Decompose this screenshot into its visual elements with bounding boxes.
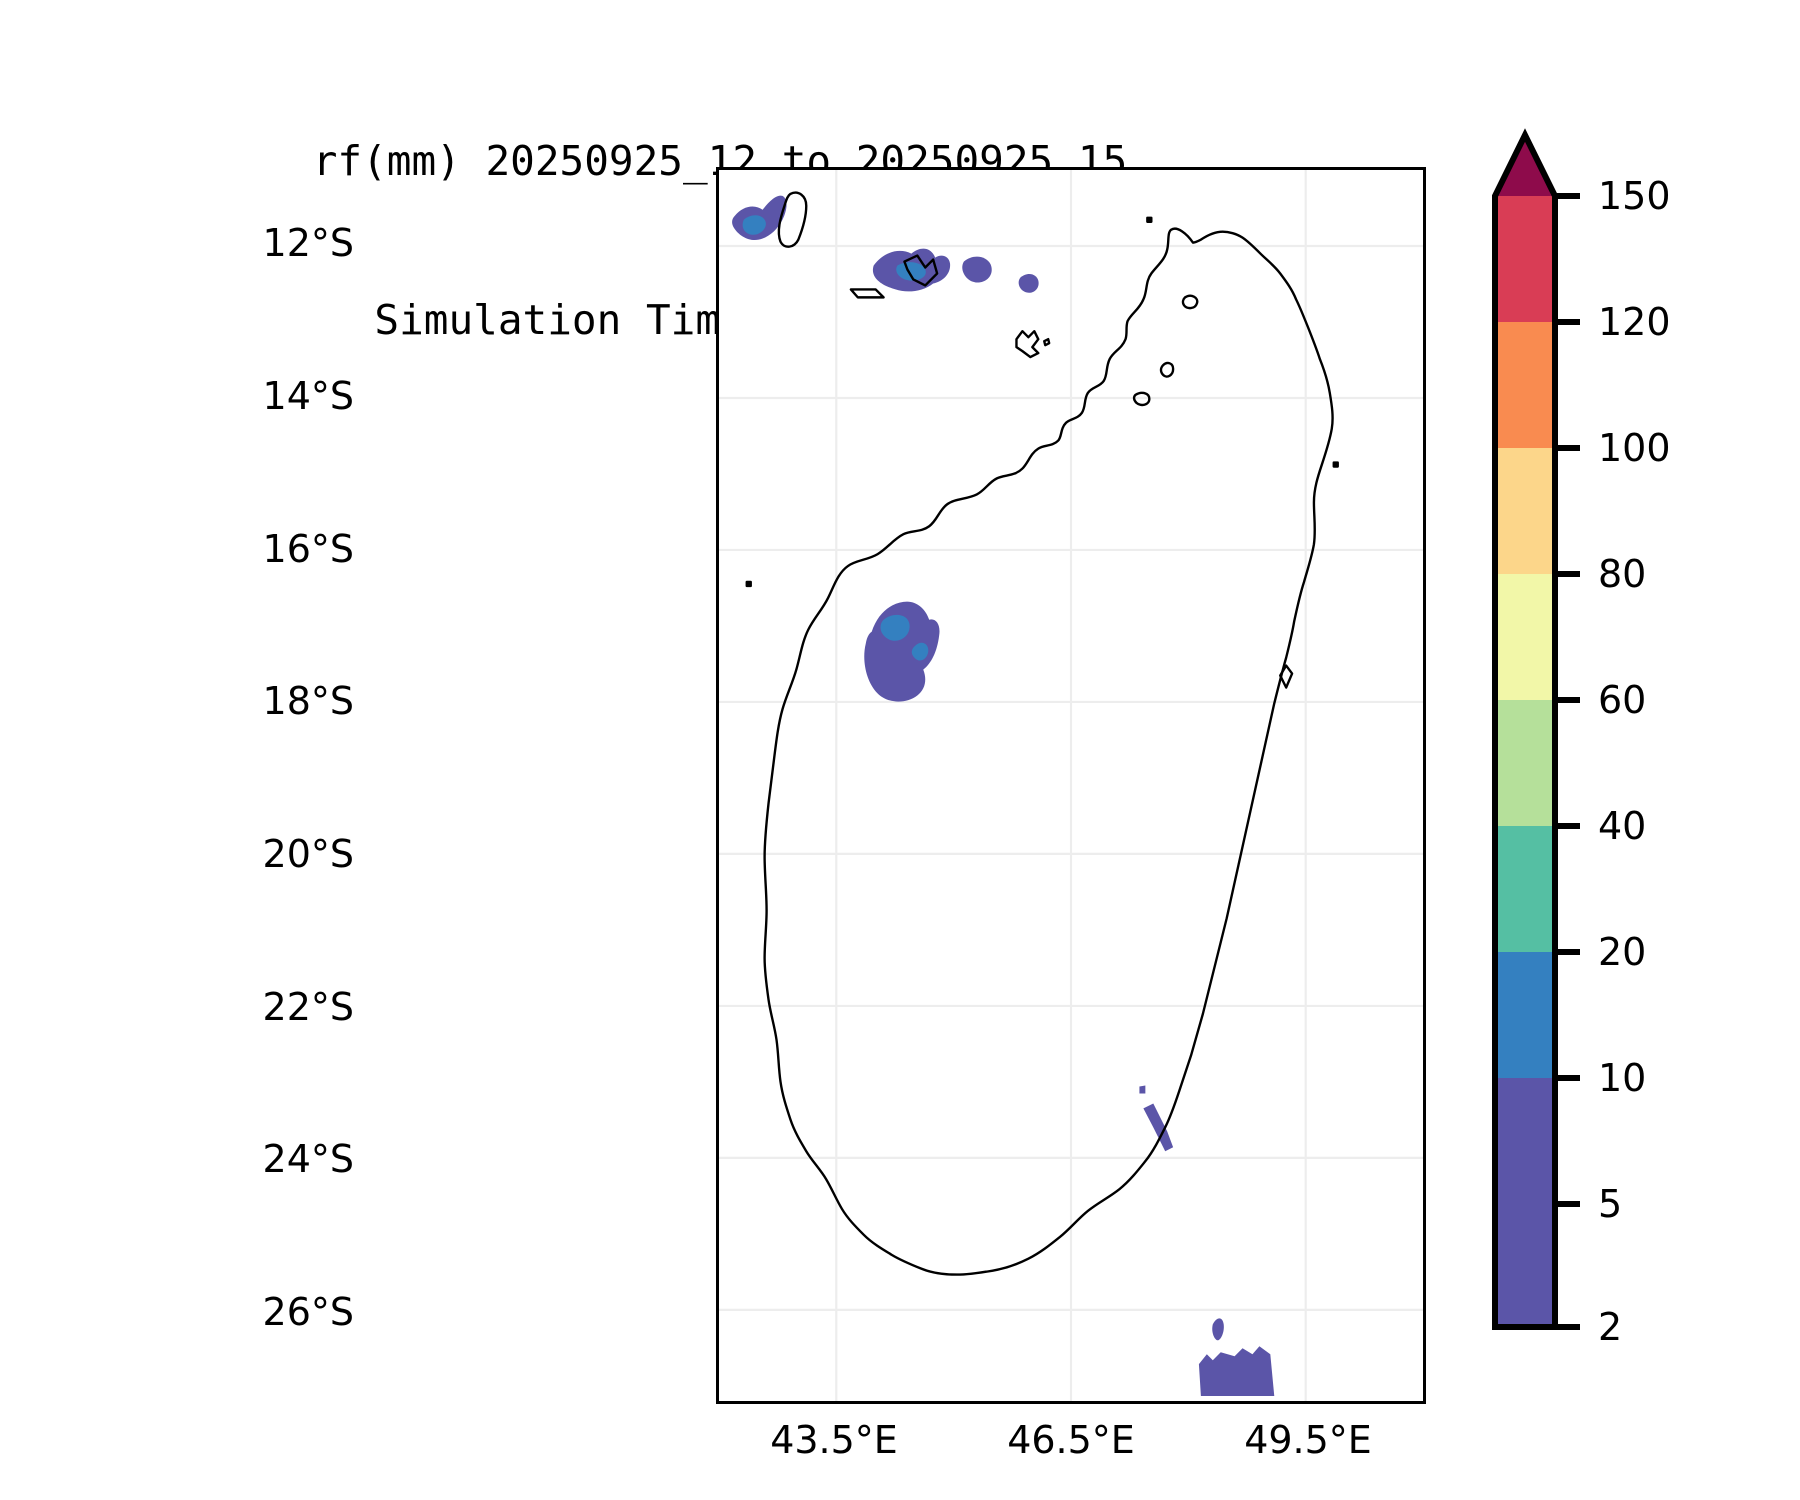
cb-band-80-100 (1492, 448, 1558, 574)
cb-tick-label-120: 120 (1598, 300, 1671, 344)
cb-tick-label-10: 10 (1598, 1056, 1647, 1100)
cb-tick-label-150: 150 (1598, 174, 1671, 218)
map-axes (716, 167, 1426, 1404)
xtick-label-46-5e: 46.5°E (1007, 1418, 1135, 1462)
ytick-label-22s: 22°S (262, 985, 354, 1029)
ytick-label-14s: 14°S (262, 374, 354, 418)
island-outline-anjouan (903, 254, 939, 287)
cb-tick-label-2: 2 (1598, 1305, 1623, 1349)
ytick-label-20s: 20°S (262, 832, 354, 876)
cb-band-40-60 (1492, 700, 1558, 826)
cb-band-5-10 (1492, 1078, 1558, 1204)
cb-band-120-150 (1492, 196, 1558, 322)
colorbar-ticks (1555, 193, 1580, 1330)
rainfall-patches (732, 195, 1275, 1397)
cb-band-60-80 (1492, 574, 1558, 700)
islet-sainte-marie (1279, 664, 1294, 689)
colorbar (1492, 128, 1580, 1402)
rain-patch-southeast-coast-tip (1139, 1085, 1146, 1094)
rain-patch-central-highlands-core-a (880, 614, 910, 641)
xtick-label-49-5e: 49.5°E (1244, 1418, 1372, 1462)
map-canvas (719, 170, 1423, 1401)
rain-patch-comoros-anjouan (962, 256, 992, 283)
island-outline-mayotte-dot (1043, 337, 1051, 347)
cb-tick-label-60: 60 (1598, 678, 1647, 722)
ytick-label-26s: 26°S (262, 1290, 354, 1334)
ytick-label-18s: 18°S (262, 679, 354, 723)
colorbar-outline (1492, 128, 1558, 1330)
colorbar-bands (1492, 196, 1558, 1330)
colorbar-canvas (1492, 128, 1580, 1330)
island-outline-mayotte (1015, 330, 1040, 359)
islet-nosy-be (1159, 361, 1175, 378)
rain-patch-south-edge (1198, 1346, 1275, 1397)
cb-band-20-40 (1492, 826, 1558, 952)
map-speck-east (1332, 461, 1339, 468)
map-speck-west (745, 580, 752, 588)
cb-tick-label-5: 5 (1598, 1182, 1623, 1226)
cb-band-10-20 (1492, 952, 1558, 1078)
ytick-label-24s: 24°S (262, 1137, 354, 1181)
coastlines (745, 191, 1339, 1276)
islet-bay-detail (1132, 391, 1151, 407)
rain-patch-central-highlands-core-b (911, 642, 929, 661)
cb-tick-label-40: 40 (1598, 804, 1647, 848)
cb-tick-label-20: 20 (1598, 930, 1647, 974)
rain-patch-comoros-moheli-core (896, 262, 926, 281)
rain-patch-south-edge-spike (1212, 1318, 1224, 1341)
ytick-label-12s: 12°S (262, 221, 354, 265)
cb-tick-label-100: 100 (1598, 426, 1671, 470)
map-gridlines (719, 170, 1423, 1401)
madagascar-coastline (763, 227, 1334, 1276)
cb-extend-arrow-max (1492, 134, 1558, 196)
rain-patch-southeast-coast (1143, 1103, 1174, 1152)
island-outline-grande-comore (777, 191, 808, 248)
rain-patch-comoros-east (1018, 273, 1039, 293)
xtick-label-43-5e: 43.5°E (770, 1418, 898, 1462)
ytick-label-16s: 16°S (262, 527, 354, 571)
rain-patch-comoros-grande-core (742, 215, 766, 235)
cb-band-2-5 (1492, 1204, 1558, 1330)
cb-tick-label-80: 80 (1598, 552, 1647, 596)
islet-ambilobe (1181, 294, 1199, 310)
island-outline-moheli (849, 288, 885, 299)
cb-band-100-120 (1492, 322, 1558, 448)
map-speck-north (1146, 216, 1153, 223)
